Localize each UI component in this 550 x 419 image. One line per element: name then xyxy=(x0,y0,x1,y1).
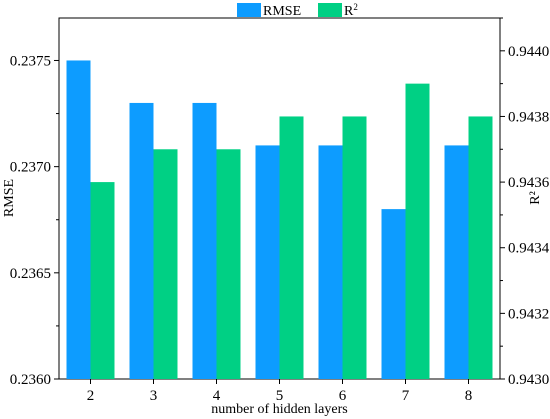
y-left-tick-label: 0.2375 xyxy=(10,53,51,69)
y-axis-right-title: R² xyxy=(528,191,543,205)
legend-label-r: R2 xyxy=(344,2,358,19)
legend-swatch-rmse xyxy=(237,3,261,17)
bar-r-layers-5 xyxy=(279,116,304,380)
axes-group: 2 3 4 5 6 7 8 0.2360 0.2365 0.2370 0.2375 0.9430 0.9… xyxy=(10,17,550,404)
bar-r-layers-7 xyxy=(405,83,430,380)
y-left-tick-label: 0.2370 xyxy=(10,160,51,176)
x-tick-label: 4 xyxy=(213,388,221,404)
y-right-tick-label: 0.9438 xyxy=(508,109,549,125)
y-right-tick-label: 0.9432 xyxy=(508,306,549,322)
x-tick-label: 8 xyxy=(465,388,473,404)
bar-rmse-layers-7 xyxy=(381,209,406,379)
bar-r-layers-3 xyxy=(153,149,178,379)
legend: RMSE R2 xyxy=(237,2,358,19)
bar-r-layers-4 xyxy=(216,149,241,379)
bar-rmse-layers-3 xyxy=(129,102,154,380)
bar-rmse-layers-6 xyxy=(318,145,343,379)
bar-r-layers-6 xyxy=(342,116,367,380)
bars-group xyxy=(66,60,493,380)
legend-label-rmse: RMSE xyxy=(263,4,301,19)
x-axis-title: number of hidden layers xyxy=(211,402,347,417)
y-left-tick-label: 0.2360 xyxy=(10,372,51,388)
bar-r-layers-2 xyxy=(90,182,115,379)
x-tick-label: 2 xyxy=(87,388,95,404)
y-left-tick-label: 0.2365 xyxy=(10,266,51,282)
legend-swatch-r xyxy=(318,3,342,17)
bar-rmse-layers-2 xyxy=(66,60,91,380)
x-tick-label: 3 xyxy=(150,388,158,404)
y-right-tick-label: 0.9434 xyxy=(508,241,550,257)
x-tick-label: 5 xyxy=(276,388,284,404)
bar-rmse-layers-8 xyxy=(444,145,469,379)
bar-rmse-layers-4 xyxy=(192,102,217,380)
y-right-tick-label: 0.9430 xyxy=(508,372,549,388)
y-axis-left-title: RMSE xyxy=(2,179,17,217)
x-tick-label: 7 xyxy=(402,388,410,404)
x-tick-label: 6 xyxy=(339,388,347,404)
bar-r-layers-8 xyxy=(468,116,493,380)
y-right-tick-label: 0.9440 xyxy=(508,44,549,60)
bar-rmse-layers-5 xyxy=(255,145,280,379)
y-right-tick-label: 0.9436 xyxy=(508,175,550,191)
